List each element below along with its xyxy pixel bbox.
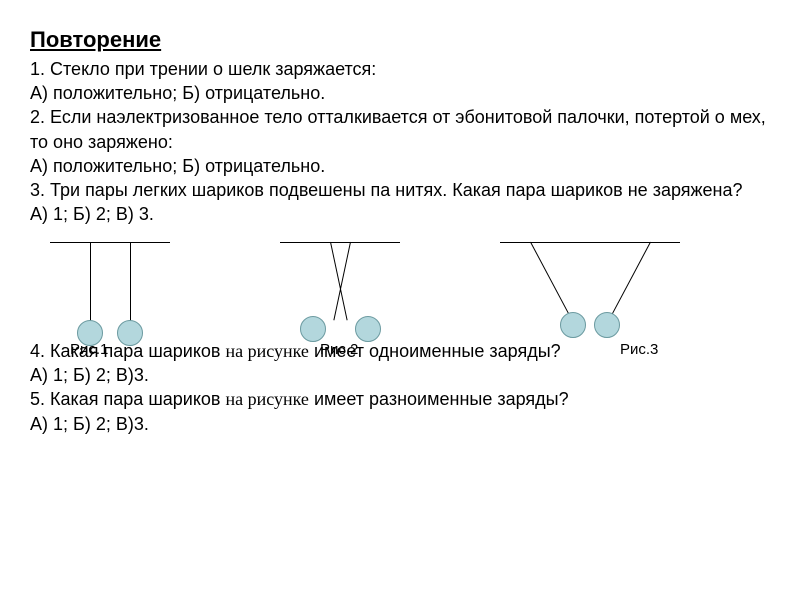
diagram-2: Рис.2 [270, 242, 450, 352]
q5-prefix: 5. Какая пара шариков [30, 389, 226, 409]
q5-mid: на рисунке [226, 389, 309, 409]
fig2-label: Рис.2 [320, 340, 358, 360]
q4-options: А) 1; Б) 2; В)3. [30, 363, 770, 387]
question-1: 1. Стекло при трении о шелк заряжается: … [30, 57, 770, 106]
post-diagram-text: 4. Какая пара шариков на рисунке имеет о… [30, 339, 770, 436]
q1-options: А) положительно; Б) отрицательно. [30, 81, 770, 105]
diagram-1: Рис.1 [40, 242, 220, 352]
question-3: 3. Три пары легких шариков подвешены па … [30, 178, 770, 227]
q5-suffix: имеет разноименные заряды? [309, 389, 569, 409]
q1-text: 1. Стекло при трении о шелк заряжается: [30, 57, 770, 81]
q5-options: А) 1; Б) 2; В)3. [30, 412, 770, 436]
question-2: 2. Если наэлектризованное тело отталкива… [30, 105, 770, 178]
page-title: Повторение [30, 25, 770, 55]
q3-text: 3. Три пары легких шариков подвешены па … [30, 178, 770, 202]
diagram-3: Рис.3 [500, 242, 680, 352]
fig3-label: Рис.3 [620, 340, 658, 360]
diagrams-row: Рис.1 Рис.2 Рис.3 [30, 242, 770, 352]
q3-options: А) 1; Б) 2; В) 3. [30, 202, 770, 226]
q2-text: 2. Если наэлектризованное тело отталкива… [30, 105, 770, 154]
q2-options: А) положительно; Б) отрицательно. [30, 154, 770, 178]
question-5: 5. Какая пара шариков на рисунке имеет р… [30, 387, 770, 436]
